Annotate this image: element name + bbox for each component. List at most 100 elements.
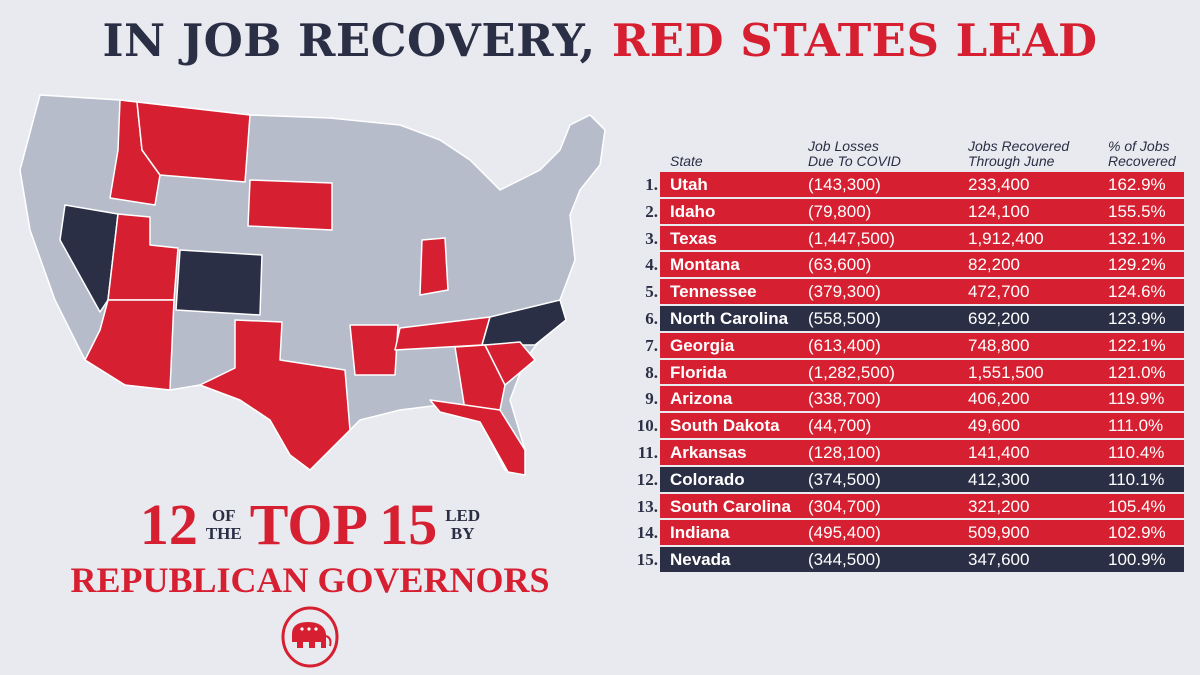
- header-pct-line1: % of Jobs: [1108, 138, 1170, 154]
- pct-recovered: 100.9%: [1108, 550, 1166, 570]
- row-bar: South Dakota (44,700) 49,600 111.0%: [660, 413, 1184, 438]
- page-title: IN JOB RECOVERY, RED STATES LEAD: [0, 14, 1200, 67]
- pct-recovered: 110.1%: [1108, 469, 1165, 489]
- pct-recovered: 110.4%: [1108, 442, 1165, 462]
- job-losses: (338,700): [808, 389, 881, 409]
- row-bar: South Carolina (304,700) 321,200 105.4%: [660, 493, 1184, 519]
- table-header: State Job Losses Due To COVID Jobs Recove…: [630, 133, 1190, 171]
- table-row: 7. Georgia (613,400) 748,800 122.1%: [630, 332, 1190, 359]
- state-arkansas: [349, 324, 399, 376]
- pct-recovered: 102.9%: [1108, 523, 1166, 543]
- state-texas: [199, 319, 351, 471]
- row-bar: Montana (63,600) 82,200 129.2%: [660, 252, 1184, 278]
- job-losses: (44,700): [808, 416, 872, 436]
- state-name: Florida: [670, 362, 727, 382]
- tagline-top-15: TOP 15: [249, 492, 438, 557]
- job-losses: (143,300): [808, 175, 881, 194]
- table-row: 8. Florida (1,282,500) 1,551,500 121.0%: [630, 359, 1190, 386]
- table-row: 10. South Dakota (44,700) 49,600 111.0%: [630, 412, 1190, 439]
- state-north-carolina: [481, 299, 567, 346]
- state-name: Indiana: [670, 523, 730, 543]
- state-colorado: [175, 249, 263, 316]
- tagline-republican-governors: REPUBLICAN GOVERNORS: [70, 560, 550, 600]
- jobs-recovered: 412,300: [968, 469, 1030, 489]
- state-name: Texas: [670, 228, 717, 248]
- table-row: 9. Arizona (338,700) 406,200 119.9%: [630, 385, 1190, 412]
- header-losses: Job Losses Due To COVID: [808, 139, 901, 169]
- pct-recovered: 124.6%: [1108, 282, 1166, 302]
- row-bar: Texas (1,447,500) 1,912,400 132.1%: [660, 225, 1184, 251]
- jobs-recovered: 321,200: [968, 496, 1030, 516]
- rank: 13.: [636, 496, 658, 516]
- title-part-1: IN JOB RECOVERY,: [102, 14, 612, 67]
- job-losses: (495,400): [808, 523, 881, 543]
- state-arizona: [84, 299, 175, 391]
- rank: 15.: [636, 550, 658, 570]
- table-row: 4. Montana (63,600) 82,200 129.2%: [630, 251, 1190, 278]
- row-bar: Georgia (613,400) 748,800 122.1%: [660, 332, 1184, 358]
- table-row: 5. Tennessee (379,300) 472,700 124.6%: [630, 278, 1190, 305]
- table-row: 14. Indiana (495,400) 509,900 102.9%: [630, 519, 1190, 546]
- tagline-led: LED: [445, 506, 481, 525]
- row-bar: Indiana (495,400) 509,900 102.9%: [660, 520, 1184, 546]
- rank: 12.: [636, 469, 658, 489]
- jobs-recovered: 49,600: [968, 416, 1020, 436]
- job-losses: (1,282,500): [808, 362, 895, 382]
- job-losses: (344,500): [808, 550, 881, 570]
- jobs-recovered: 347,600: [968, 550, 1030, 570]
- table-row: 11. Arkansas (128,100) 141,400 110.4%: [630, 439, 1190, 466]
- rank: 9.: [645, 389, 658, 409]
- jobs-recovered: 124,100: [968, 201, 1030, 221]
- header-losses-line1: Job Losses: [808, 138, 879, 154]
- state-name: Utah: [670, 175, 708, 194]
- jobs-recovered: 472,700: [968, 282, 1030, 302]
- job-losses: (63,600): [808, 255, 872, 275]
- rank: 3.: [645, 228, 658, 248]
- jobs-recovered: 406,200: [968, 389, 1030, 409]
- tagline-of: OF: [211, 506, 236, 525]
- job-losses: (79,800): [808, 201, 872, 221]
- pct-recovered: 105.4%: [1108, 496, 1166, 516]
- jobs-recovered: 82,200: [968, 255, 1020, 275]
- state-name: South Carolina: [670, 496, 791, 516]
- pct-recovered: 121.0%: [1108, 362, 1166, 382]
- pct-recovered: 129.2%: [1108, 255, 1166, 275]
- job-losses: (304,700): [808, 496, 881, 516]
- table-row: 15. Nevada (344,500) 347,600 100.9%: [630, 546, 1190, 573]
- row-bar: North Carolina (558,500) 692,200 123.9%: [660, 305, 1184, 331]
- row-bar: Idaho (79,800) 124,100 155.5%: [660, 198, 1184, 224]
- tagline-the: THE: [205, 524, 242, 543]
- table-row: 6. North Carolina (558,500) 692,200 123.9%: [630, 305, 1190, 332]
- republican-elephant-icon: [281, 606, 339, 668]
- jobs-recovered: 233,400: [968, 175, 1030, 194]
- table-row: 3. Texas (1,447,500) 1,912,400 132.1%: [630, 225, 1190, 252]
- header-losses-line2: Due To COVID: [808, 153, 901, 169]
- rank: 7.: [645, 335, 658, 355]
- state-south-dakota: [247, 179, 333, 231]
- row-bar: Tennessee (379,300) 472,700 124.6%: [660, 279, 1184, 304]
- header-pct: % of Jobs Recovered: [1108, 139, 1176, 169]
- pct-recovered: 122.1%: [1108, 335, 1166, 355]
- header-recovered-line2: Through June: [968, 153, 1055, 169]
- rank: 1.: [645, 175, 658, 194]
- state-name: Arizona: [670, 389, 733, 409]
- state-montana: [136, 101, 251, 183]
- tagline-by: BY: [450, 524, 475, 543]
- jobs-recovered: 509,900: [968, 523, 1030, 543]
- tagline-of-the: OF THE: [206, 507, 242, 543]
- state-name: Georgia: [670, 335, 735, 355]
- row-bar: Florida (1,282,500) 1,551,500 121.0%: [660, 359, 1184, 385]
- job-losses: (613,400): [808, 335, 881, 355]
- pct-recovered: 162.9%: [1108, 175, 1166, 194]
- pct-recovered: 111.0%: [1108, 416, 1164, 436]
- pct-recovered: 155.5%: [1108, 201, 1166, 221]
- header-recovered-line1: Jobs Recovered: [968, 138, 1070, 154]
- tagline-12: 12: [139, 492, 198, 557]
- row-bar: Colorado (374,500) 412,300 110.1%: [660, 466, 1184, 492]
- table-row: 12. Colorado (374,500) 412,300 110.1%: [630, 466, 1190, 493]
- state-indiana: [419, 237, 449, 296]
- pct-recovered: 132.1%: [1108, 228, 1166, 248]
- rank: 2.: [645, 201, 658, 221]
- us-map: [19, 94, 606, 476]
- jobs-recovered: 748,800: [968, 335, 1030, 355]
